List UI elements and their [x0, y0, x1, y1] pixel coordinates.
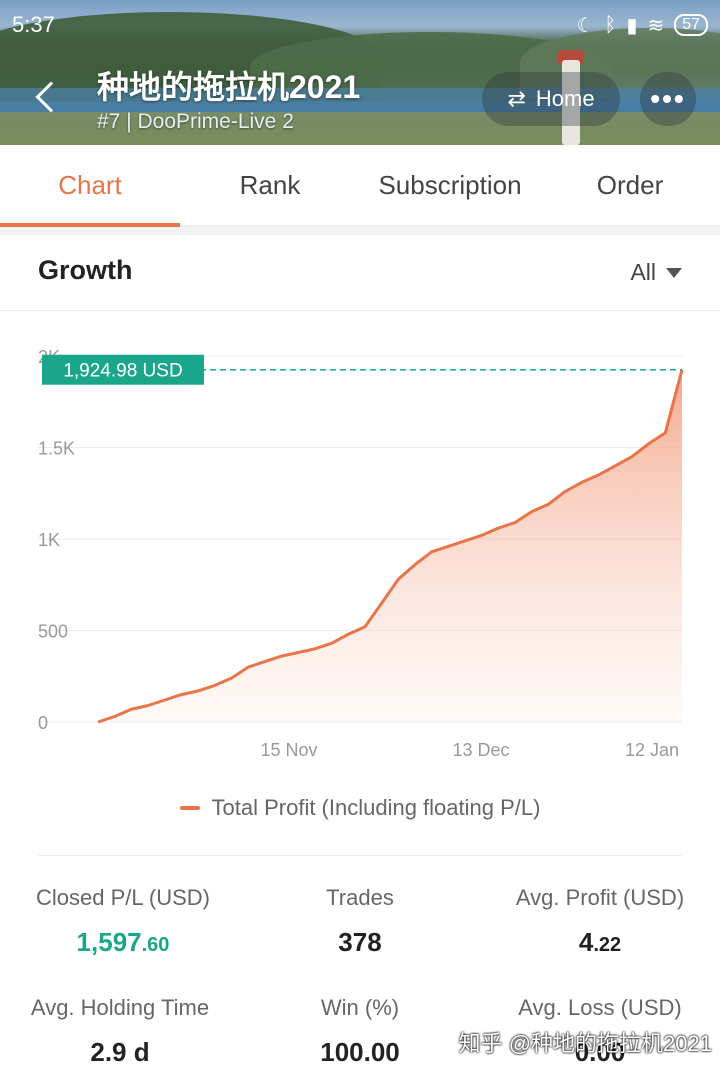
range-dropdown[interactable]: All	[630, 259, 682, 286]
current-value-label: 1,924.98 USD	[63, 361, 182, 382]
battery-icon: 57	[674, 14, 708, 36]
avg-loss-label: Avg. Loss (USD)	[518, 995, 682, 1020]
series-line	[97, 369, 684, 724]
y-tick-label: 1.5K	[38, 439, 75, 459]
win-value: 100.00	[320, 1037, 400, 1067]
moon-icon: ☾	[576, 14, 595, 37]
y-tick-label: 0	[38, 713, 48, 733]
tab-rank[interactable]: Rank	[239, 169, 301, 200]
swap-icon: ⇄	[507, 86, 526, 111]
growth-title: Growth	[38, 255, 133, 285]
avg-profit-label: Avg. Profit (USD)	[515, 885, 685, 910]
page-subtitle: #7 | DooPrime-Live 2	[97, 110, 294, 133]
series-area	[98, 369, 682, 722]
more-button[interactable]: •••	[640, 72, 696, 126]
closed-pl-label: Closed P/L (USD)	[35, 885, 210, 910]
stat-win: Win (%) 100.00	[280, 995, 440, 1068]
stat-avg-loss: Avg. Loss (USD) 0.00	[505, 995, 695, 1068]
avg-loss-value: 0.00	[574, 1037, 626, 1067]
x-tick-label: 15 Nov	[260, 740, 317, 760]
stat-closed-pl: Closed P/L (USD) 1,597.60	[28, 885, 218, 958]
win-label: Win (%)	[320, 995, 400, 1020]
chevron-left-icon	[35, 81, 67, 113]
page-title: 种地的拖拉机2021	[97, 69, 361, 105]
growth-header: Growth All	[0, 235, 720, 311]
tab-order[interactable]: Order	[596, 169, 664, 200]
bluetooth-icon: ᛒ	[604, 13, 617, 36]
range-value: All	[630, 259, 656, 285]
closed-pl-value: 1,597.60	[76, 927, 170, 957]
back-button[interactable]	[32, 78, 68, 118]
stat-holding-time: Avg. Holding Time 2.9 d	[20, 995, 220, 1068]
stat-trades: Trades 378	[280, 885, 440, 958]
trades-label: Trades	[326, 885, 394, 910]
avg-profit-value: 4.22	[578, 927, 622, 957]
home-button[interactable]: ⇄ Home	[482, 72, 620, 126]
x-tick-label: 12 Jan	[625, 740, 679, 760]
signal-icon: ▮	[626, 14, 638, 37]
caret-down-icon	[666, 267, 682, 278]
x-tick-label: 13 Dec	[452, 740, 509, 760]
y-tick-label: 1K	[38, 530, 60, 550]
stat-avg-profit: Avg. Profit (USD) 4.22	[505, 885, 695, 958]
watermark: 知乎 @种地的拖拉机2021	[458, 1031, 712, 1056]
tab-subscription[interactable]: Subscription	[378, 169, 522, 200]
legend-label: Total Profit (Including floating P/L)	[211, 795, 541, 820]
tab-chart[interactable]: Chart	[0, 145, 180, 227]
current-value-badge	[42, 354, 204, 385]
trades-value: 378	[338, 927, 382, 957]
y-tick-label: 500	[38, 622, 68, 642]
tab-bar: Chart Rank Subscription Order	[0, 145, 720, 227]
wifi-icon: ≋	[647, 14, 665, 37]
legend-swatch	[179, 806, 200, 810]
holding-value: 2.9 d	[90, 1037, 150, 1067]
home-button-label: Home	[535, 86, 595, 111]
chart-legend: Total Profit (Including floating P/L)	[0, 795, 720, 821]
status-time: 5:37	[12, 12, 55, 37]
header-banner	[0, 0, 720, 145]
status-bar: 5:37 ☾ ᛒ ▮ ≋ 57	[12, 10, 708, 40]
holding-label: Avg. Holding Time	[30, 995, 210, 1020]
